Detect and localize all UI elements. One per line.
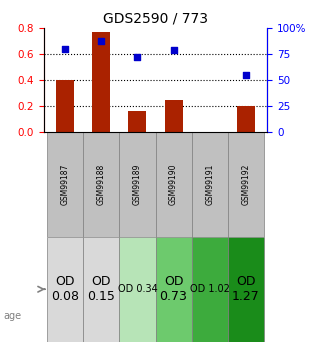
Text: GSM99192: GSM99192: [241, 164, 250, 205]
Text: OD
0.08: OD 0.08: [51, 275, 79, 303]
Bar: [201, 131, 219, 132]
FancyBboxPatch shape: [83, 132, 119, 237]
Bar: [128, 111, 146, 132]
Text: OD 0.34: OD 0.34: [118, 284, 157, 294]
Bar: [165, 100, 183, 132]
FancyBboxPatch shape: [228, 132, 264, 237]
FancyBboxPatch shape: [119, 132, 156, 237]
Point: [63, 46, 68, 51]
Text: GSM99189: GSM99189: [133, 164, 142, 205]
Bar: [92, 31, 110, 132]
Text: GSM99191: GSM99191: [205, 164, 214, 205]
Text: OD
0.73: OD 0.73: [160, 275, 188, 303]
FancyBboxPatch shape: [228, 237, 264, 342]
Text: OD
1.27: OD 1.27: [232, 275, 260, 303]
Text: OD
0.15: OD 0.15: [87, 275, 115, 303]
Text: GSM99187: GSM99187: [61, 164, 70, 205]
FancyBboxPatch shape: [47, 237, 83, 342]
FancyBboxPatch shape: [47, 132, 83, 237]
Text: GSM99188: GSM99188: [97, 164, 106, 205]
Point: [243, 72, 248, 78]
Text: age: age: [3, 311, 21, 321]
FancyBboxPatch shape: [156, 132, 192, 237]
Point: [171, 47, 176, 52]
FancyBboxPatch shape: [83, 237, 119, 342]
FancyBboxPatch shape: [119, 237, 156, 342]
Text: OD 1.02: OD 1.02: [190, 284, 230, 294]
Point: [99, 38, 104, 44]
Title: GDS2590 / 773: GDS2590 / 773: [103, 11, 208, 25]
Text: GSM99190: GSM99190: [169, 164, 178, 205]
Bar: [56, 80, 74, 132]
FancyBboxPatch shape: [192, 132, 228, 237]
FancyBboxPatch shape: [192, 237, 228, 342]
Point: [135, 54, 140, 60]
Bar: [237, 106, 255, 132]
FancyBboxPatch shape: [156, 237, 192, 342]
